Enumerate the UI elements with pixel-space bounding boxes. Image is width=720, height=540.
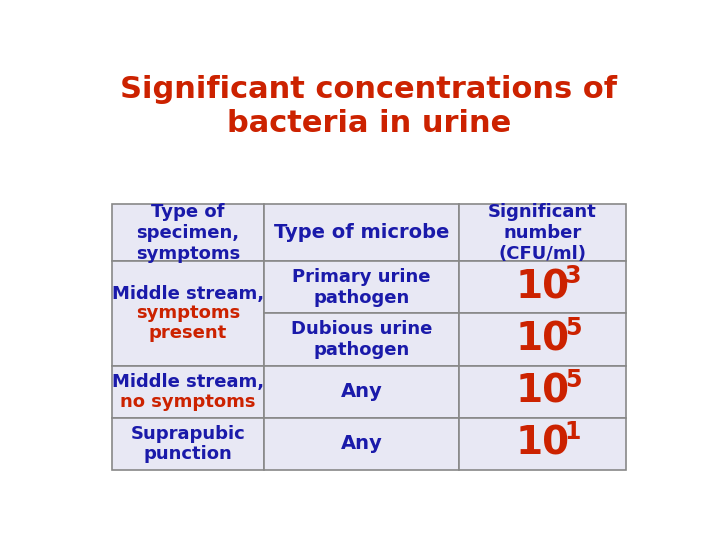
Text: present: present (149, 325, 228, 342)
Text: 1: 1 (564, 420, 581, 444)
Text: Type of microbe: Type of microbe (274, 223, 449, 242)
Text: Significant
number
(CFU/ml): Significant number (CFU/ml) (488, 203, 597, 262)
Bar (264, 418, 459, 470)
Bar (264, 313, 459, 366)
Text: 10: 10 (516, 321, 570, 359)
Bar (112, 261, 264, 366)
Text: punction: punction (144, 445, 233, 463)
Bar (459, 313, 626, 366)
Text: symptoms: symptoms (136, 305, 240, 322)
Text: 3: 3 (564, 264, 581, 288)
Text: Middle stream,: Middle stream, (112, 285, 264, 302)
Text: 10: 10 (516, 425, 570, 463)
Bar (459, 204, 626, 261)
Text: Significant concentrations of
bacteria in urine: Significant concentrations of bacteria i… (120, 75, 618, 138)
Text: Suprapubic: Suprapubic (130, 425, 246, 443)
Text: Middle stream,: Middle stream, (112, 373, 264, 391)
Bar (264, 204, 459, 261)
Text: no symptoms: no symptoms (120, 393, 256, 411)
Text: 10: 10 (516, 373, 570, 411)
Bar (459, 366, 626, 418)
Bar (459, 418, 626, 470)
Text: 10: 10 (516, 268, 570, 306)
Bar (264, 366, 459, 418)
Bar (112, 204, 264, 261)
Text: 5: 5 (564, 368, 581, 392)
Text: Any: Any (341, 434, 382, 454)
Text: 5: 5 (564, 316, 581, 340)
Text: Type of
specimen,
symptoms: Type of specimen, symptoms (136, 203, 240, 262)
Bar (112, 366, 264, 418)
Text: Any: Any (341, 382, 382, 401)
Text: Dubious urine
pathogen: Dubious urine pathogen (291, 320, 432, 359)
Text: Primary urine
pathogen: Primary urine pathogen (292, 268, 431, 307)
Bar (264, 261, 459, 313)
Bar (112, 418, 264, 470)
Bar (459, 261, 626, 313)
